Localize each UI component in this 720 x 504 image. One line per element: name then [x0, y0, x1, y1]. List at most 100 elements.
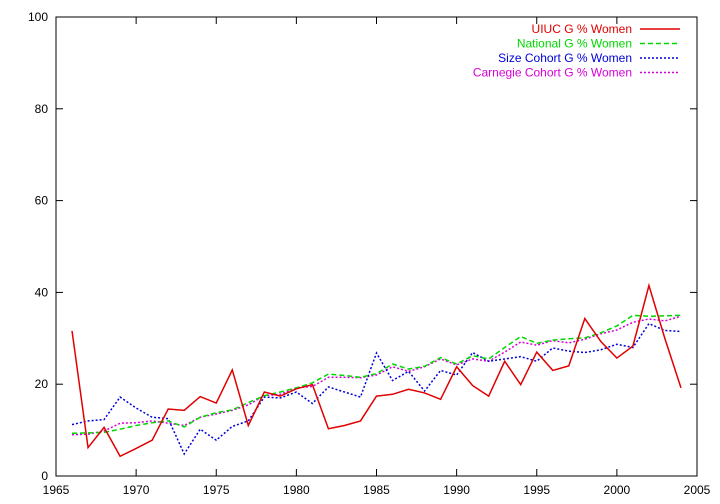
series-1-point: [632, 315, 634, 317]
series-2-point: [648, 323, 650, 325]
series-1-point: [215, 412, 217, 414]
series-line-1: [72, 314, 682, 435]
series-0-point: [472, 385, 474, 387]
x-tick-label: 1995: [523, 483, 550, 497]
series-0-point: [552, 370, 554, 372]
series-2-point: [312, 403, 314, 405]
x-tick-label: 1980: [283, 483, 310, 497]
series-3-point: [71, 434, 73, 436]
series-0-point: [151, 439, 153, 441]
series-3-point: [664, 320, 666, 322]
series-1-point: [71, 433, 73, 435]
series-1-point: [616, 325, 618, 327]
series-3-point: [392, 366, 394, 368]
series-2-point: [680, 331, 682, 333]
series-3-point: [151, 420, 153, 422]
series-0-point: [616, 357, 618, 359]
y-tick-label: 80: [35, 102, 49, 116]
series-1-point: [456, 363, 458, 365]
series-0-point: [71, 330, 73, 332]
axes-layer: 1965 1970 1975 1980 1985 1990 1995 2000 2005 0 20 4…: [28, 10, 711, 497]
series-line-3: [72, 315, 682, 436]
series-3-point: [167, 422, 169, 424]
series-0-point: [536, 351, 538, 353]
series-1-point: [119, 428, 121, 430]
x-tick-label: 2000: [604, 483, 631, 497]
series-0-point: [440, 399, 442, 401]
series-1-point: [680, 315, 682, 317]
series-0-point: [87, 447, 89, 449]
series-1-point: [312, 382, 314, 384]
series-2-point: [600, 349, 602, 351]
series-0-point: [392, 393, 394, 395]
x-tick-label: 1970: [123, 483, 150, 497]
y-tick-label: 40: [35, 285, 49, 299]
series-1-point: [151, 422, 153, 424]
series-1-point: [392, 363, 394, 365]
series-0-point: [600, 341, 602, 343]
series-3-point: [648, 318, 650, 320]
y-tick-label: 20: [35, 377, 49, 391]
series-3-point: [584, 338, 586, 340]
series-2-point: [472, 352, 474, 354]
series-1-point: [248, 402, 250, 404]
series-1-point: [167, 420, 169, 422]
series-0-point: [456, 366, 458, 368]
series-3-point: [248, 404, 250, 406]
series-1-point: [87, 432, 89, 434]
series-0-point: [296, 388, 298, 390]
series-0-point: [648, 285, 650, 287]
series-0-point: [215, 402, 217, 404]
series-0-point: [199, 396, 201, 398]
series-3-point: [280, 393, 282, 395]
series-3-point: [87, 433, 89, 435]
legend-label-0: UIUC G % Women: [532, 22, 632, 36]
series-1-point: [552, 339, 554, 341]
series-1-point: [103, 432, 105, 434]
series-2-point: [360, 396, 362, 398]
legend-label-2: Size Cohort G % Women: [498, 51, 632, 65]
series-1-point: [440, 357, 442, 359]
series-line-2: [71, 322, 682, 456]
legend-label-3: Carnegie Cohort G % Women: [473, 66, 632, 80]
series-1-point: [360, 377, 362, 379]
series-3-point: [504, 351, 506, 353]
series-2-point: [456, 374, 458, 376]
series-1-point: [376, 373, 378, 375]
series-3-point: [135, 422, 137, 424]
series-1-point: [231, 409, 233, 411]
x-tick-label: 2005: [684, 483, 711, 497]
series-1-point: [135, 425, 137, 427]
series-2-point: [151, 416, 153, 418]
series-2-point: [616, 343, 618, 345]
series-2-point: [408, 371, 410, 373]
y-tick-label: 0: [41, 469, 48, 483]
series-2-point: [584, 352, 586, 354]
series-3-point: [344, 377, 346, 379]
series-3-point: [328, 377, 330, 379]
x-tick-label: 1985: [363, 483, 390, 497]
series-0-point: [103, 427, 105, 429]
series-0-point: [680, 387, 682, 389]
series-2-point: [440, 370, 442, 372]
series-1-point: [344, 375, 346, 377]
series-1-point: [584, 337, 586, 339]
series-3-point: [520, 341, 522, 343]
series-3-point: [472, 358, 474, 360]
x-tick-label: 1990: [443, 483, 470, 497]
legend-label-1: National G % Women: [517, 37, 632, 51]
series-0-point: [360, 420, 362, 422]
series-1-point: [199, 416, 201, 418]
series-0-point: [264, 391, 266, 393]
series-0-point: [183, 410, 185, 412]
series-0-point: [664, 338, 666, 340]
series-0-point: [135, 448, 137, 450]
series-0-point: [280, 395, 282, 397]
series-2-point: [536, 360, 538, 362]
series-0-point: [488, 395, 490, 397]
y-tick-label: 100: [28, 10, 48, 24]
series-2-point: [376, 352, 378, 354]
series-line-0: [71, 282, 682, 458]
x-tick-label: 1965: [43, 483, 70, 497]
